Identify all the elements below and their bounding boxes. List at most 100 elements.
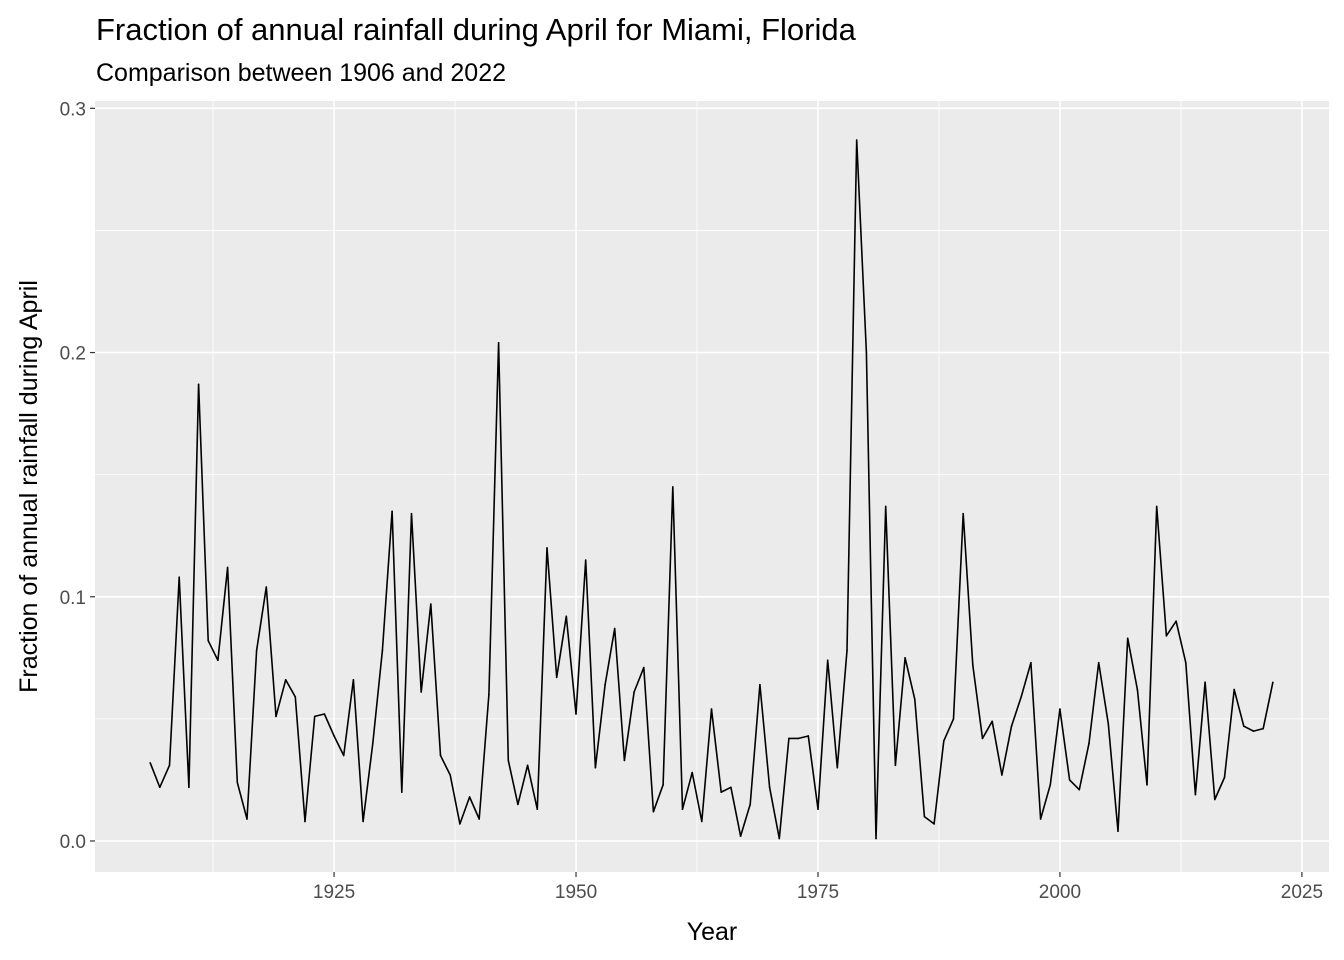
data-point	[1078, 788, 1081, 791]
data-point	[197, 383, 200, 386]
data-point	[681, 808, 684, 811]
data-point	[449, 774, 451, 776]
data-point	[652, 810, 655, 813]
data-point	[159, 786, 161, 789]
data-point	[1223, 776, 1226, 779]
x-tick-label: 2025	[1281, 882, 1323, 903]
data-point	[1213, 798, 1216, 801]
data-point	[962, 512, 964, 515]
data-point	[1262, 727, 1264, 730]
data-point	[1117, 830, 1119, 833]
data-point	[642, 666, 645, 669]
data-point	[972, 664, 974, 666]
data-point	[488, 693, 490, 696]
data-point	[246, 818, 248, 820]
data-point	[991, 720, 993, 723]
gridlines	[95, 101, 1329, 872]
y-tick-label: 0.2	[60, 344, 86, 365]
data-point	[497, 341, 500, 344]
data-point	[662, 784, 664, 786]
data-point	[720, 791, 722, 793]
data-point	[459, 823, 461, 825]
data-point	[391, 510, 393, 513]
data-point	[768, 786, 771, 789]
data-point	[807, 735, 810, 737]
data-point	[1059, 708, 1061, 710]
data-point	[1175, 620, 1177, 622]
y-tick-label: 0.1	[60, 588, 86, 609]
data-point	[381, 649, 384, 652]
data-point	[1184, 661, 1187, 664]
data-point	[865, 351, 868, 354]
data-point	[265, 586, 268, 588]
data-point	[536, 808, 539, 811]
y-tick-label: 0.0	[60, 832, 86, 853]
data-point	[1126, 637, 1129, 640]
x-axis-title: Year	[687, 918, 738, 946]
data-point	[942, 740, 945, 742]
data-point	[584, 559, 587, 561]
data-point	[1243, 725, 1245, 728]
chart-subtitle: Comparison between 1906 and 2022	[96, 59, 507, 87]
data-point	[846, 649, 848, 652]
data-point	[362, 820, 364, 823]
data-point	[1049, 784, 1052, 786]
data-point	[468, 796, 471, 798]
data-point	[923, 815, 926, 818]
data-point	[323, 713, 326, 715]
data-point	[623, 759, 626, 762]
data-point	[352, 678, 355, 681]
data-point	[894, 764, 897, 767]
data-point	[884, 505, 887, 508]
data-point	[1068, 779, 1071, 781]
data-point	[1155, 505, 1158, 508]
data-point	[555, 676, 558, 679]
data-point	[817, 808, 819, 811]
data-point	[236, 781, 239, 784]
data-point	[730, 786, 732, 789]
data-point	[913, 698, 916, 701]
x-tick-label: 1925	[313, 882, 355, 903]
data-point	[749, 803, 752, 806]
data-point	[1107, 722, 1110, 725]
data-point	[207, 639, 210, 642]
data-point	[1030, 661, 1032, 664]
data-point	[168, 764, 171, 767]
data-point	[342, 754, 345, 757]
data-point	[826, 659, 829, 662]
data-point	[420, 691, 422, 693]
data-point	[691, 771, 693, 774]
data-point	[594, 766, 597, 769]
data-point	[439, 754, 442, 757]
y-axis-title: Fraction of annual rainfall during April	[15, 280, 43, 693]
chart-title: Fraction of annual rainfall during April…	[96, 12, 856, 47]
plot-panel	[95, 101, 1329, 872]
data-point	[1020, 696, 1023, 698]
data-point	[1272, 681, 1274, 684]
data-point	[1001, 774, 1003, 776]
data-point	[226, 566, 229, 569]
data-point	[526, 764, 529, 767]
data-points	[149, 139, 1274, 840]
data-point	[255, 649, 258, 652]
axis-ticks: 1925 1950 1975 2000 2025 0.0 0.1 0.2 0.3	[60, 99, 1323, 903]
data-point	[401, 791, 403, 793]
data-point	[672, 486, 674, 488]
data-point	[797, 737, 800, 740]
data-point	[701, 820, 703, 823]
data-point	[275, 715, 277, 718]
data-point	[478, 818, 481, 820]
data-point	[575, 713, 577, 715]
data-point	[904, 657, 906, 659]
data-point	[188, 786, 190, 789]
data-point	[1097, 661, 1100, 664]
data-point	[313, 715, 316, 718]
data-point	[294, 696, 297, 698]
data-point	[739, 835, 742, 837]
data-point	[788, 737, 790, 740]
data-point	[304, 820, 306, 823]
data-point	[410, 512, 413, 515]
x-tick-label: 1975	[797, 882, 839, 903]
data-point	[1146, 784, 1148, 786]
